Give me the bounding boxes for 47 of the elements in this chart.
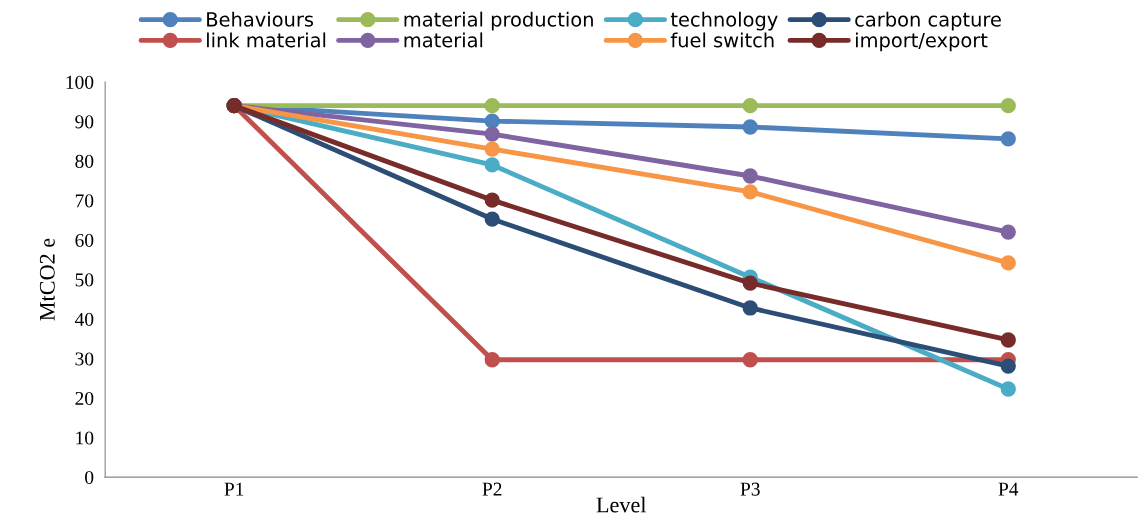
x-tick-label: P1 [224, 482, 244, 496]
y-tick-label: 60 [75, 233, 94, 247]
point [484, 126, 500, 142]
y-tick-label: 30 [75, 352, 94, 366]
x-tick-label: P3 [740, 482, 760, 496]
legend-label: import/export [856, 32, 988, 52]
legend-label: link material [207, 32, 326, 48]
legend-label: technology [670, 11, 778, 31]
y-tick-label: 80 [75, 154, 94, 168]
y-tick-label: 0 [85, 470, 94, 485]
point [742, 352, 758, 368]
point [1000, 332, 1016, 348]
legend-label: material [404, 32, 483, 48]
point [484, 211, 500, 227]
point [484, 192, 500, 208]
legend-label: Behaviours [207, 11, 314, 27]
legend-label: carbon capture [855, 11, 1001, 31]
point [1000, 224, 1016, 240]
x-axis-title: Level [596, 496, 647, 513]
point [1000, 358, 1016, 374]
point [742, 184, 758, 200]
point [742, 275, 758, 291]
point [742, 119, 758, 135]
y-tick-label: 40 [74, 312, 94, 326]
x-tick-label: P2 [482, 482, 502, 496]
point [484, 157, 500, 173]
point [742, 168, 758, 184]
legend-label: material production [404, 11, 593, 31]
point [484, 113, 500, 129]
y-tick-label: 10 [76, 431, 94, 445]
point [1000, 381, 1016, 397]
point [484, 141, 500, 157]
y-tick-label: 90 [75, 115, 94, 129]
point [484, 98, 500, 114]
point [742, 300, 758, 316]
y-axis-title: MtCO2 e [39, 238, 55, 321]
y-tick-label: 20 [75, 391, 94, 406]
point [742, 98, 758, 114]
point [484, 352, 500, 368]
point [1000, 98, 1016, 114]
y-tick-label: 70 [75, 194, 94, 208]
x-tick-label: P4 [998, 482, 1019, 496]
point [1000, 255, 1016, 271]
point [1000, 131, 1016, 147]
legend-label: fuel switch [670, 32, 774, 48]
y-tick-label: 50 [75, 273, 94, 287]
y-tick-label: 100 [66, 75, 94, 89]
